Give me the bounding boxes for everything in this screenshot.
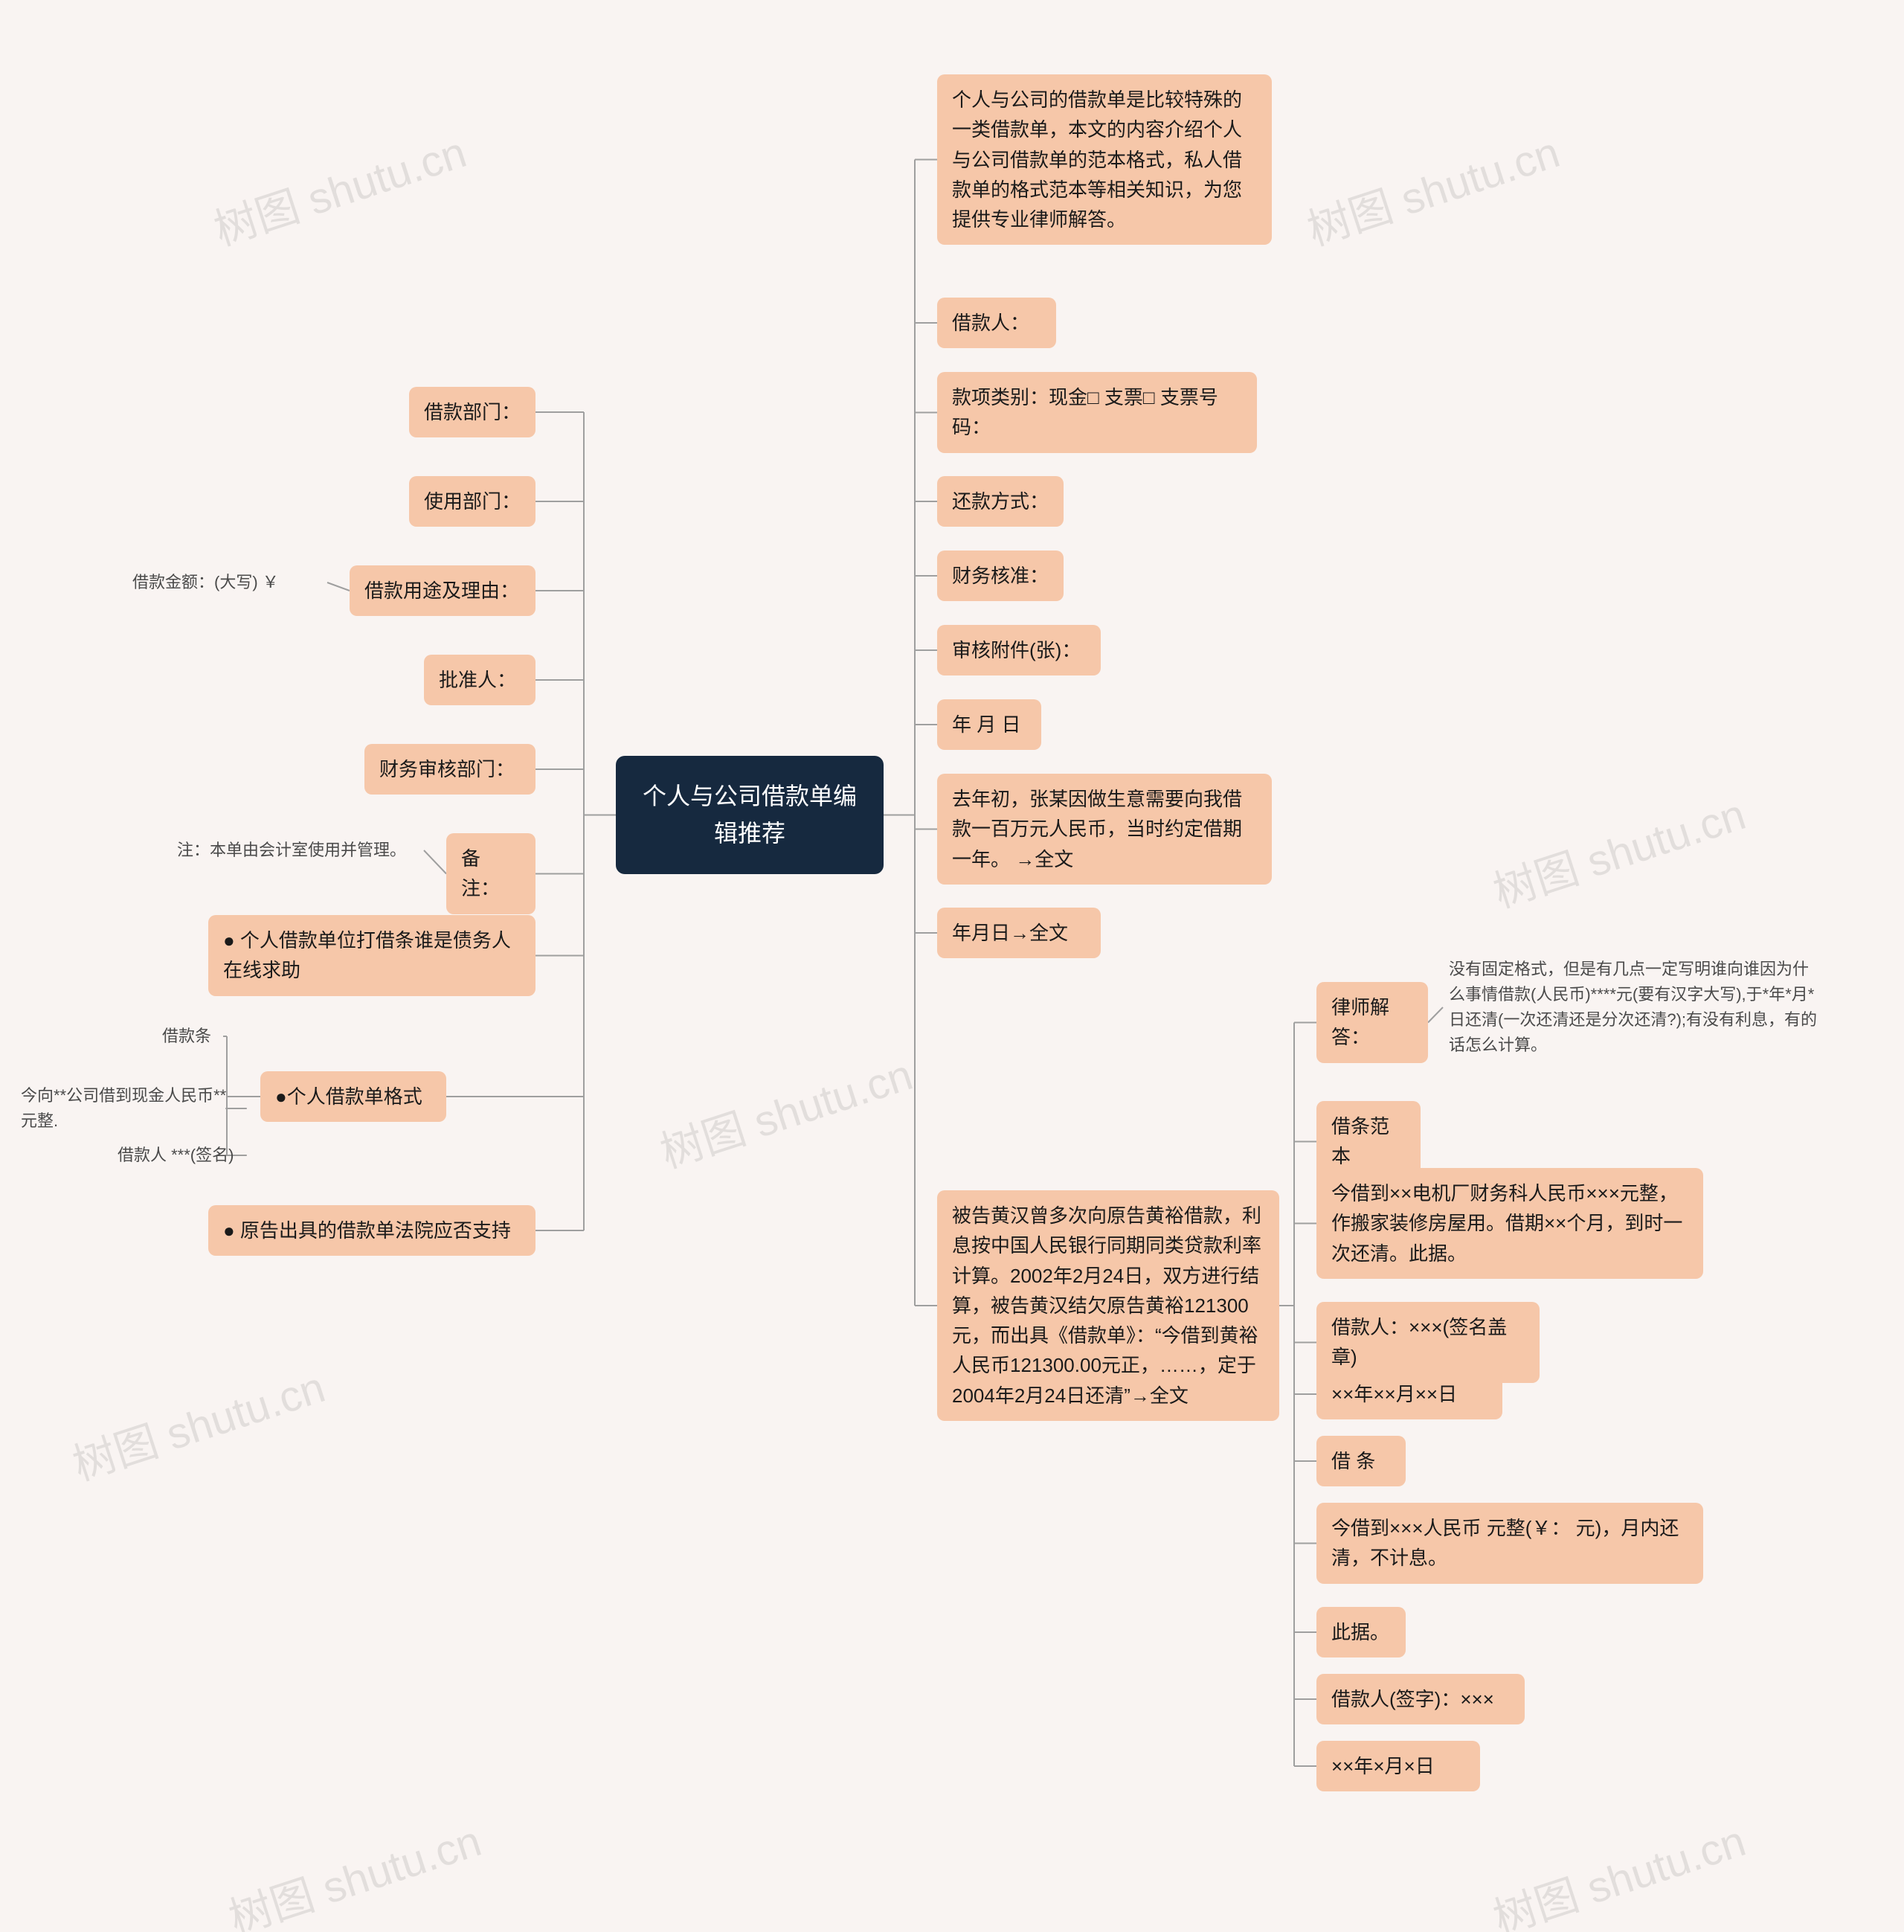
- leaf-case-lawyer-ans: 没有固定格式，但是有几点一定写明谁向谁因为什么事情借款(人民币)****元(要有…: [1443, 952, 1830, 1062]
- leaf-format-2: 今向**公司借到现金人民币**元整.: [15, 1079, 245, 1138]
- node-case-lawyer: 律师解答：: [1316, 982, 1428, 1063]
- node-fin-audit-dept: 财务审核部门：: [364, 744, 536, 795]
- node-purpose: 借款用途及理由：: [350, 565, 536, 616]
- watermark: 树图 shutu.cn: [1485, 1806, 1752, 1932]
- watermark: 树图 shutu.cn: [220, 1806, 488, 1932]
- watermark: 树图 shutu.cn: [1485, 780, 1752, 920]
- node-case-date2: ××年×月×日: [1316, 1741, 1480, 1791]
- node-ymd-full: 年月日→全文: [937, 908, 1101, 958]
- node-case-body: 今借到××电机厂财务科人民币×××元整，作搬家装修房屋用。借期××个月，到时一次…: [1316, 1168, 1703, 1279]
- node-help: ● 个人借款单位打借条谁是债务人 在线求助: [208, 915, 536, 996]
- node-fin-approve: 财务核准：: [937, 551, 1064, 601]
- node-dept-borrow: 借款部门：: [409, 387, 536, 437]
- node-approver: 批准人：: [424, 655, 536, 705]
- leaf-format-1: 借款条: [156, 1019, 223, 1053]
- watermark: 树图 shutu.cn: [1299, 118, 1566, 257]
- node-lastyear: 去年初，张某因做生意需要向我借款一百万元人民币，当时约定借期一年。 →全文: [937, 774, 1272, 885]
- node-case-date1: ××年××月××日: [1316, 1369, 1502, 1419]
- watermark: 树图 shutu.cn: [205, 118, 473, 257]
- node-format: ●个人借款单格式: [260, 1071, 446, 1122]
- node-case-body2: 今借到×××人民币 元整(￥： 元)，月内还清，不计息。: [1316, 1503, 1703, 1584]
- mindmap-root: 个人与公司借款单编辑推荐: [616, 756, 884, 874]
- node-remark: 备 注：: [446, 833, 536, 914]
- node-repay: 还款方式：: [937, 476, 1064, 527]
- leaf-format-3: 借款人 ***(签名): [112, 1138, 245, 1172]
- node-date: 年 月 日: [937, 699, 1041, 750]
- node-attach: 审核附件(张)：: [937, 625, 1101, 675]
- node-intro: 个人与公司的借款单是比较特殊的一类借款单，本文的内容介绍个人与公司借款单的范本格…: [937, 74, 1272, 245]
- node-case: 被告黄汉曾多次向原告黄裕借款，利息按中国人民银行同期同类贷款利率计算。2002年…: [937, 1190, 1279, 1421]
- node-borrower: 借款人：: [937, 298, 1056, 348]
- node-dept-use: 使用部门：: [409, 476, 536, 527]
- leaf-remark: 注：本单由会计室使用并管理。: [171, 833, 424, 867]
- leaf-purpose-amount: 借款金额：(大写) ￥: [126, 565, 327, 600]
- node-type: 款项类别：现金□ 支票□ 支票号码：: [937, 372, 1257, 453]
- node-case-signer2: 借款人(签字)：×××: [1316, 1674, 1525, 1724]
- watermark: 树图 shutu.cn: [64, 1352, 332, 1492]
- node-court: ● 原告出具的借款单法院应否支持: [208, 1205, 536, 1256]
- node-case-iou: 借 条: [1316, 1436, 1406, 1486]
- watermark: 树图 shutu.cn: [652, 1040, 919, 1180]
- node-case-receipt: 此据。: [1316, 1607, 1406, 1657]
